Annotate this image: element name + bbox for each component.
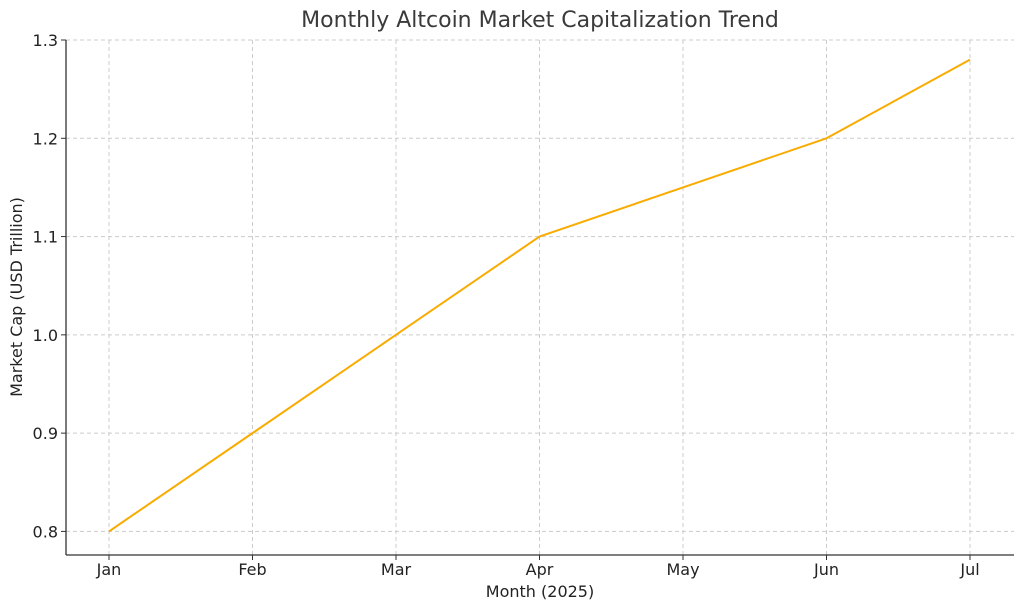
x-axis-label: Month (2025) <box>486 582 594 601</box>
x-tick-label: Feb <box>238 560 266 579</box>
chart-title: Monthly Altcoin Market Capitalization Tr… <box>301 8 779 33</box>
x-tick-label: Jul <box>959 560 979 579</box>
x-tick-label: Mar <box>381 560 412 579</box>
axes: Jan Feb Mar Apr May Jun Jul 0.8 0.9 1.0 1.1 1.2 1.3 <box>33 31 1014 579</box>
y-tick-label: 0.8 <box>33 522 58 541</box>
y-tick-label: 1.0 <box>33 326 58 345</box>
grid-lines <box>66 39 1014 555</box>
y-tick-label: 1.1 <box>33 228 58 247</box>
x-tick-label: Apr <box>526 560 554 579</box>
y-tick-label: 1.3 <box>33 31 58 50</box>
y-tick-label: 0.9 <box>33 424 58 443</box>
series-line <box>108 58 971 533</box>
x-tick-label: Jan <box>96 560 122 579</box>
y-tick-label: 1.2 <box>33 129 58 148</box>
y-axis-label: Market Cap (USD Trillion) <box>7 197 26 397</box>
series-layer <box>108 58 971 533</box>
x-tick-label: Jun <box>813 560 839 579</box>
x-tick-label: May <box>666 560 699 579</box>
